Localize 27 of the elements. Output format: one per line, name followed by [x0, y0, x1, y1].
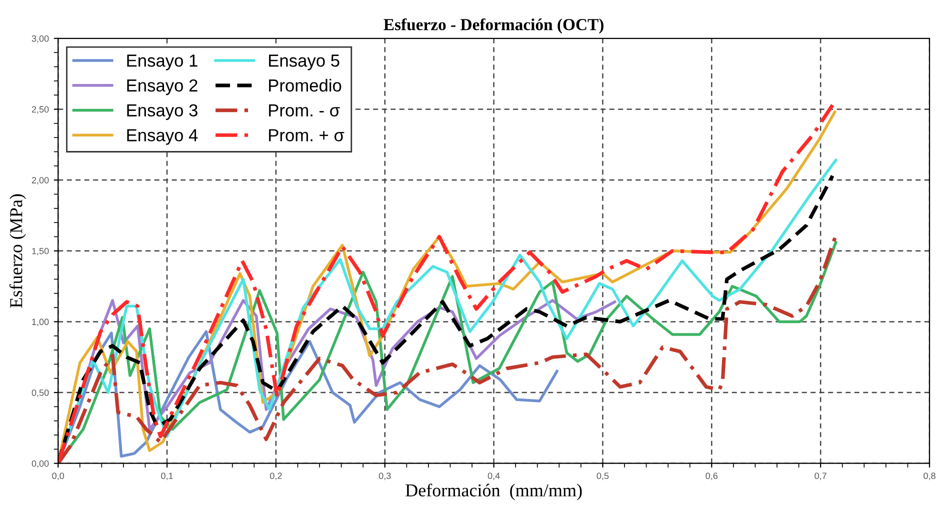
- y-tick-label: 0,50: [32, 390, 49, 397]
- y-tick-label: 1,50: [32, 248, 49, 256]
- legend-label: Promedio: [269, 78, 342, 92]
- legend-label: Ensayo 2: [127, 79, 198, 96]
- legend-label: Ensayo 4: [127, 129, 198, 145]
- x-tick-label: 0,5: [596, 472, 609, 480]
- legend-label: Prom. + σ: [269, 129, 344, 142]
- x-tick-label: 0,0: [52, 472, 64, 480]
- x-tick-label: 0,4: [488, 472, 500, 480]
- y-tick-label: 3,00: [32, 35, 49, 43]
- legend-label: Ensayo 3: [127, 104, 198, 120]
- y-tick-label: 2,00: [32, 177, 49, 184]
- x-tick-label: 0,7: [814, 472, 826, 480]
- y-tick-label: 1,00: [32, 318, 49, 326]
- chart-title: Esfuerzo - Deformación (OCT): [384, 18, 604, 34]
- x-tick-label: 0,2: [270, 472, 282, 480]
- y-tick-label: 0,00: [32, 460, 49, 468]
- legend-label: Ensayo 5: [269, 54, 340, 70]
- y-axis-title: Esfuerzo (MPa): [9, 194, 26, 308]
- legend-label: Ensayo 1: [127, 54, 198, 70]
- x-tick-label: 0,6: [706, 472, 718, 480]
- y-tick-label: 2,50: [32, 106, 49, 114]
- x-tick-label: 0,1: [161, 472, 173, 480]
- x-tick-label: 0,8: [924, 472, 936, 480]
- x-axis-title: Deformación (mm/mm): [406, 484, 582, 500]
- x-tick-label: 0,3: [378, 472, 391, 480]
- legend-label: Prom. - σ: [269, 104, 340, 117]
